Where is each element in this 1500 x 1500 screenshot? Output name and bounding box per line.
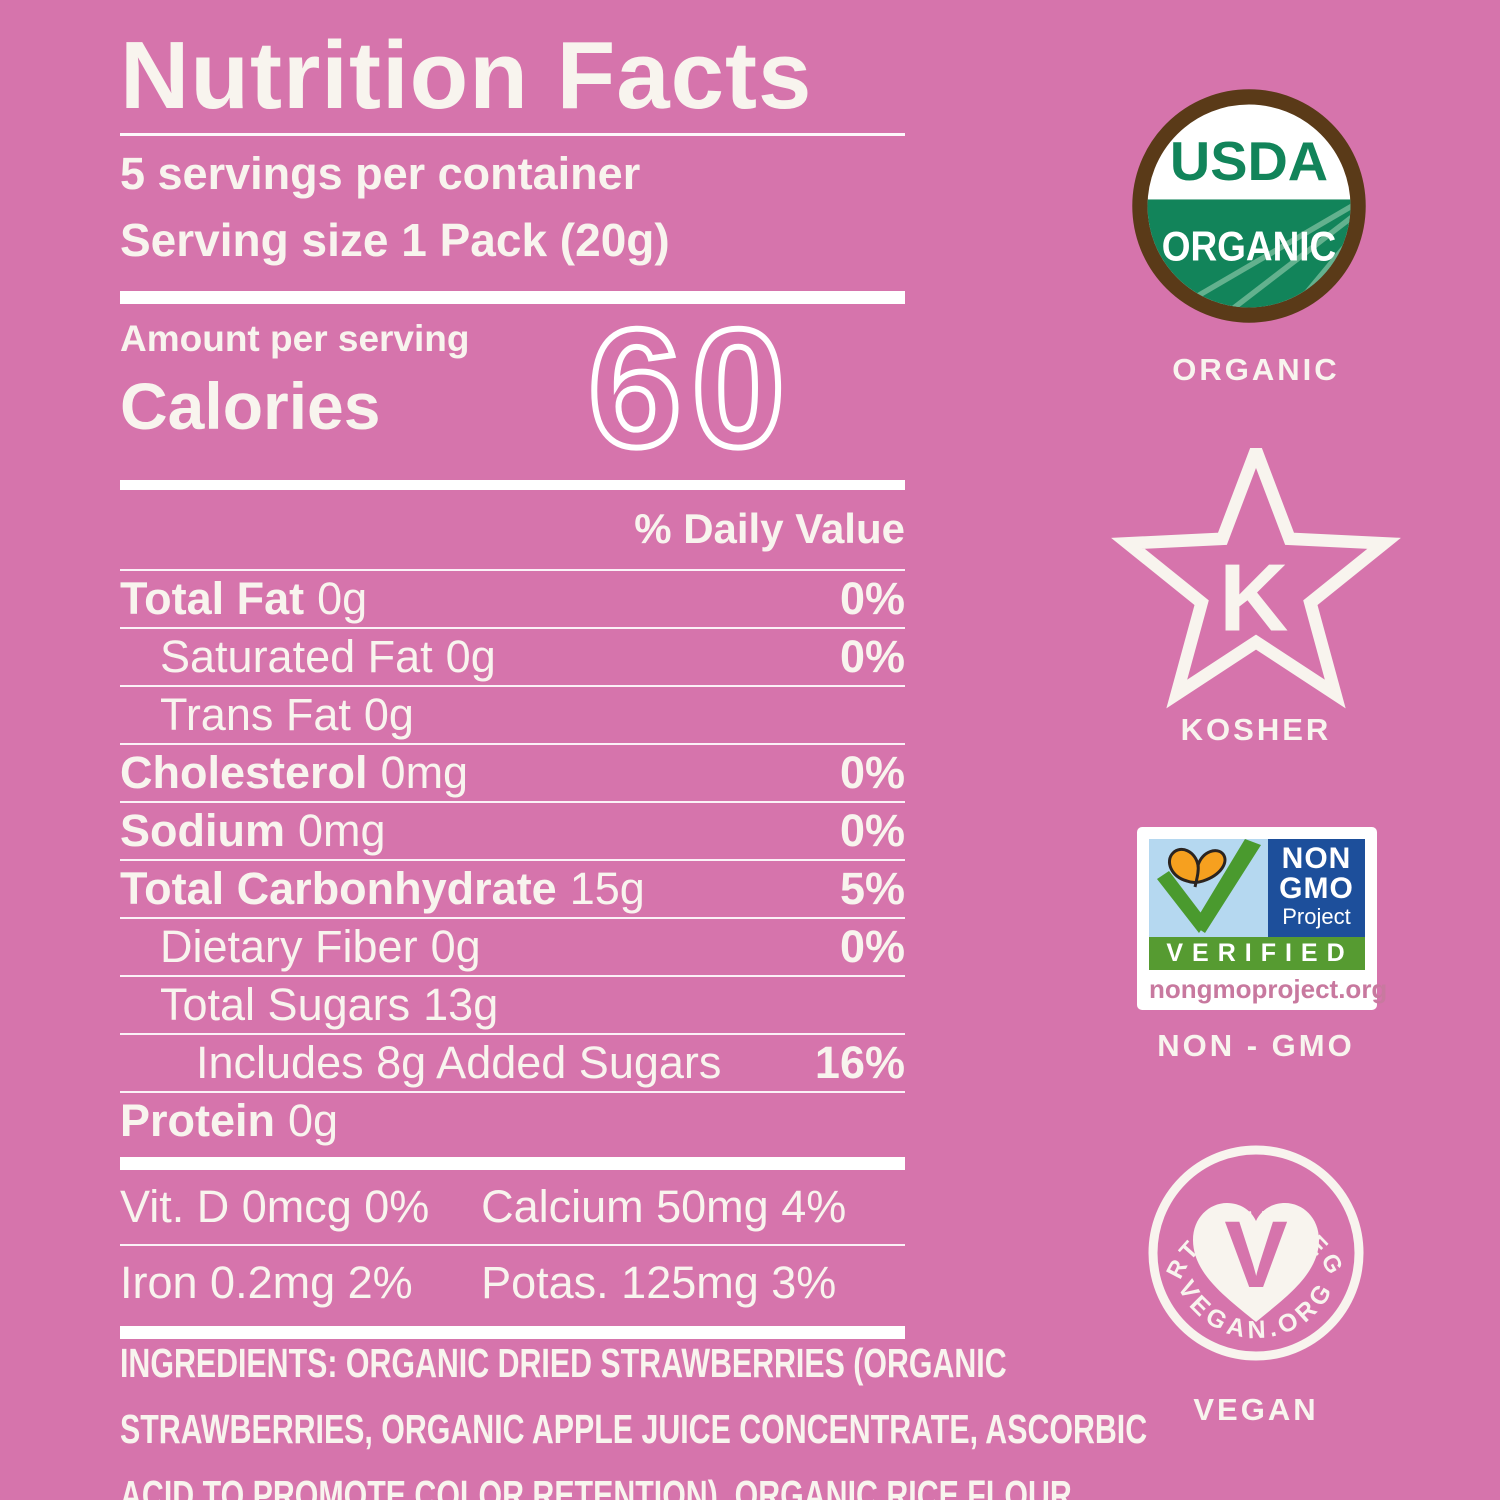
usda-organic-badge: USDA ORGANIC bbox=[1129, 86, 1369, 331]
thin-divider bbox=[120, 568, 905, 571]
servings-per-container: 5 servings per container bbox=[120, 147, 641, 199]
heart-icon bbox=[1193, 1203, 1319, 1322]
svg-text:ORGANIC: ORGANIC bbox=[1162, 223, 1337, 270]
serving-size: Serving size 1 Pack (20g) bbox=[120, 213, 670, 266]
kosher-star-icon: K bbox=[1111, 432, 1401, 709]
calories-value: 60 bbox=[585, 293, 795, 482]
nutrient-row-saturated-fat: Saturated Fat 0g 0% bbox=[120, 629, 905, 687]
certified-vegan-seal-icon: CERTIFIED VEGAN VEGAN.ORG V bbox=[1132, 1119, 1364, 1361]
svg-text:USDA: USDA bbox=[1170, 131, 1328, 192]
nutrient-row-added-sugars: Includes 8g Added Sugars 16% bbox=[120, 1035, 905, 1093]
calories-section: Amount per serving Calories 60 bbox=[120, 293, 905, 482]
nutrient-row-dietary-fiber: Dietary Fiber 0g 0% bbox=[120, 919, 905, 977]
nongmoproject-url: nongmoproject.org bbox=[1149, 974, 1388, 1004]
nutrient-row-total-sugars: Total Sugars 13g bbox=[120, 977, 905, 1035]
nutrient-row-cholesterol: Cholesterol 0mg 0% bbox=[120, 745, 905, 803]
ingredients-line-2: STRAWBERRIES, ORGANIC APPLE JUICE CONCEN… bbox=[120, 1406, 1148, 1452]
calories-labels: Amount per serving Calories bbox=[120, 318, 470, 468]
nutrient-row-trans-fat: Trans Fat 0g bbox=[120, 687, 905, 745]
micronutrient-row-2: Iron 0.2mg 2% Potas. 125mg 3% bbox=[120, 1246, 905, 1320]
butterfly-checkmark-icon bbox=[1149, 839, 1268, 937]
iron-value: Iron 0.2mg 2% bbox=[120, 1256, 413, 1308]
usda-organic-seal-icon: USDA ORGANIC bbox=[1132, 89, 1366, 323]
organic-caption: ORGANIC bbox=[1172, 352, 1340, 387]
amount-per-serving-label: Amount per serving bbox=[120, 317, 470, 359]
thin-divider bbox=[120, 1243, 905, 1246]
kosher-badge: K bbox=[1096, 432, 1416, 727]
ingredients-list: INGREDIENTS: ORGANIC DRIED STRAWBERRIES … bbox=[120, 1330, 1170, 1500]
title-divider bbox=[120, 132, 905, 136]
daily-value-header: % Daily Value bbox=[634, 504, 905, 552]
calories-label: Calories bbox=[120, 368, 381, 443]
thick-divider bbox=[120, 290, 905, 304]
svg-text:K: K bbox=[1219, 545, 1288, 652]
thick-divider bbox=[120, 1156, 905, 1170]
nutrient-row-protein: Protein 0g bbox=[120, 1094, 339, 1146]
ingredients-line-1: INGREDIENTS: ORGANIC DRIED STRAWBERRIES … bbox=[120, 1340, 1007, 1386]
thick-divider bbox=[120, 479, 905, 490]
nutrient-row-sodium: Sodium 0mg 0% bbox=[120, 803, 905, 861]
calcium-value: Calcium 50mg 4% bbox=[481, 1180, 847, 1232]
nutrient-row-total-fat: Total Fat 0g 0% bbox=[120, 571, 905, 629]
certified-vegan-badge: CERTIFIED VEGAN VEGAN.ORG V bbox=[1132, 1119, 1369, 1371]
nutrition-facts-label: Nutrition Facts 5 servings per container… bbox=[120, 26, 905, 1339]
vegan-caption: VEGAN bbox=[1193, 1392, 1319, 1427]
kosher-caption: KOSHER bbox=[1180, 712, 1332, 747]
svg-text:V: V bbox=[1224, 1202, 1287, 1308]
nutrient-row-total-carbohydrate: Total Carbonhydrate 15g 5% bbox=[120, 861, 905, 919]
non-gmo-project-wordmark: NON GMO Project bbox=[1268, 839, 1365, 937]
verified-band: VERIFIED bbox=[1149, 937, 1365, 970]
ingredients-line-3: ACID TO PROMOTE COLOR RETENTION), ORGANI… bbox=[120, 1472, 1072, 1500]
non-gmo-badge: NON GMO Project VERIFIED nongmoproject.o… bbox=[1137, 827, 1388, 1010]
micronutrient-row-1: Vit. D 0mcg 0% Calcium 50mg 4% bbox=[120, 1170, 905, 1244]
thick-divider bbox=[120, 1325, 905, 1339]
non-gmo-project-seal-icon: NON GMO Project VERIFIED nongmoproject.o… bbox=[1137, 827, 1388, 1010]
potassium-value: Potas. 125mg 3% bbox=[481, 1256, 837, 1308]
nutrition-facts-title: Nutrition Facts bbox=[120, 22, 813, 129]
vitamin-d-value: Vit. D 0mcg 0% bbox=[120, 1180, 430, 1232]
non-gmo-caption: NON - GMO bbox=[1157, 1028, 1355, 1063]
